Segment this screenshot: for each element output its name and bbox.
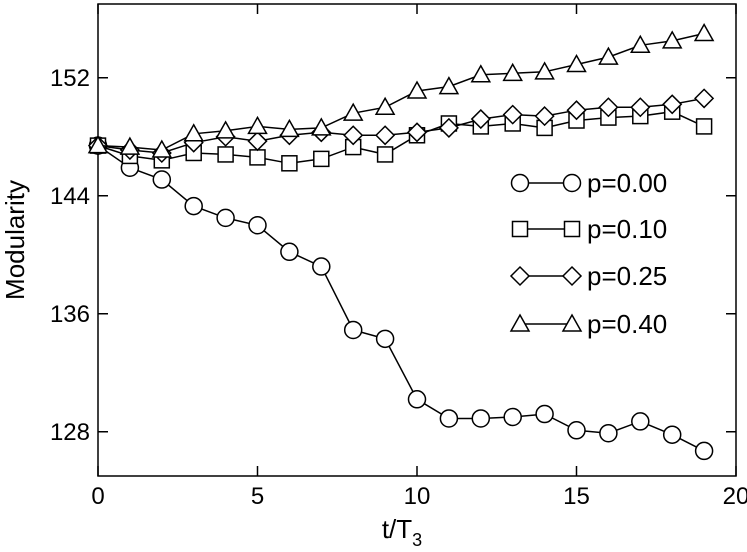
y-tick-label: 144 [50, 183, 90, 210]
data-point-circle [343, 320, 363, 340]
data-point-triangle [661, 30, 683, 49]
data-point-triangle [279, 118, 300, 138]
data-point-circle [503, 407, 522, 427]
data-point-circle [471, 409, 491, 428]
legend-entry: p=0.10 [511, 214, 667, 244]
x-tick-label: 0 [91, 483, 104, 510]
data-point-triangle [438, 76, 460, 95]
data-point-diamond [662, 94, 683, 115]
data-point-diamond [694, 88, 715, 109]
legend-marker-diamond [509, 265, 531, 287]
data-point-diamond [375, 125, 396, 146]
data-point-square [217, 146, 234, 163]
data-point-diamond [406, 122, 428, 143]
data-point-triangle [374, 96, 396, 115]
legend-entry: p=0.00 [510, 168, 667, 198]
data-point-triangle [87, 135, 109, 154]
data-point-triangle [566, 53, 587, 73]
legend-label: p=0.00 [587, 168, 667, 198]
series-layer [87, 22, 715, 461]
data-point-circle [567, 421, 586, 440]
series-triangle [87, 22, 715, 158]
legend-marker-triangle [509, 313, 531, 332]
axis-ticks: 0 5 10 15 20 128 136 144 152 [50, 4, 747, 510]
data-point-triangle [502, 62, 523, 82]
data-point-square [249, 149, 266, 166]
legend-marker-diamond [561, 265, 583, 287]
y-axis-label: Modularity [0, 180, 30, 300]
x-axis-label-subscript: 3 [412, 530, 422, 550]
data-point-diamond [247, 131, 268, 152]
data-point-circle [216, 208, 235, 228]
data-point-triangle [183, 123, 204, 142]
data-point-triangle [534, 61, 555, 80]
x-tick-label: 10 [404, 483, 431, 510]
legend-entry: p=0.25 [509, 261, 667, 291]
y-tick-label: 136 [50, 301, 90, 328]
data-point-circle [694, 441, 714, 461]
legend-label: p=0.25 [587, 261, 667, 291]
series-diamond [87, 88, 715, 164]
data-point-circle [407, 390, 427, 409]
data-point-triangle [215, 120, 236, 139]
data-point-diamond [502, 104, 523, 125]
data-point-square [313, 150, 330, 168]
data-point-diamond [343, 125, 364, 146]
legend-marker-square [563, 220, 581, 238]
data-point-circle [535, 404, 554, 424]
data-point-triangle [693, 22, 715, 42]
data-point-square [281, 155, 298, 172]
data-point-triangle [342, 102, 364, 121]
series-square [89, 103, 713, 172]
data-point-diamond [598, 97, 619, 118]
data-point-triangle [630, 34, 651, 54]
data-point-triangle [598, 46, 619, 65]
data-point-circle [662, 425, 682, 444]
data-point-triangle [470, 64, 492, 83]
legend-label: p=0.40 [587, 309, 667, 339]
x-axis-label-main: t/T [382, 514, 412, 544]
data-point-diamond [438, 117, 459, 138]
data-point-diamond [566, 100, 587, 121]
data-point-square [376, 146, 394, 163]
x-tick-label: 15 [563, 483, 590, 510]
data-point-diamond [630, 97, 651, 118]
data-point-circle [631, 412, 650, 431]
data-point-square [695, 118, 713, 135]
data-point-triangle [247, 115, 268, 135]
legend-marker-circle [562, 173, 582, 193]
data-point-circle [375, 329, 395, 349]
data-point-circle [248, 216, 267, 235]
data-point-circle [152, 170, 172, 189]
data-point-diamond [534, 106, 555, 127]
legend: p=0.00 p=0.10 p=0.25 p=0.40 [509, 168, 667, 339]
data-point-triangle [119, 136, 141, 155]
legend-label: p=0.10 [587, 214, 667, 244]
data-point-triangle [151, 139, 173, 158]
legend-marker-triangle [561, 313, 583, 332]
data-point-circle [184, 196, 203, 216]
x-tick-label: 5 [251, 483, 264, 510]
y-tick-label: 128 [50, 419, 90, 446]
legend-marker-square [511, 220, 529, 238]
y-tick-label: 152 [50, 65, 90, 92]
legend-marker-circle [510, 173, 530, 193]
x-axis-label: t/T3 [382, 514, 422, 550]
x-tick-label: 20 [723, 483, 747, 510]
data-point-triangle [406, 80, 428, 99]
data-point-circle [599, 423, 618, 443]
data-point-circle [280, 242, 299, 262]
data-point-circle [439, 409, 459, 428]
data-point-circle [312, 257, 331, 276]
data-point-diamond [470, 108, 491, 130]
legend-entry: p=0.40 [509, 309, 667, 339]
data-point-triangle [311, 117, 332, 136]
